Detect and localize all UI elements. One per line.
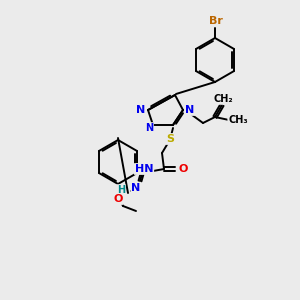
Text: CH₃: CH₃ <box>228 115 248 125</box>
Text: H: H <box>117 185 125 195</box>
Text: N: N <box>136 105 146 115</box>
Text: HN: HN <box>135 164 153 174</box>
Text: O: O <box>178 164 188 174</box>
Text: S: S <box>166 134 174 144</box>
Text: N: N <box>185 105 195 115</box>
Text: N: N <box>131 183 141 193</box>
Text: O: O <box>113 194 123 204</box>
Text: Br: Br <box>209 16 223 26</box>
Text: CH₂: CH₂ <box>213 94 233 104</box>
Text: N: N <box>145 123 153 133</box>
